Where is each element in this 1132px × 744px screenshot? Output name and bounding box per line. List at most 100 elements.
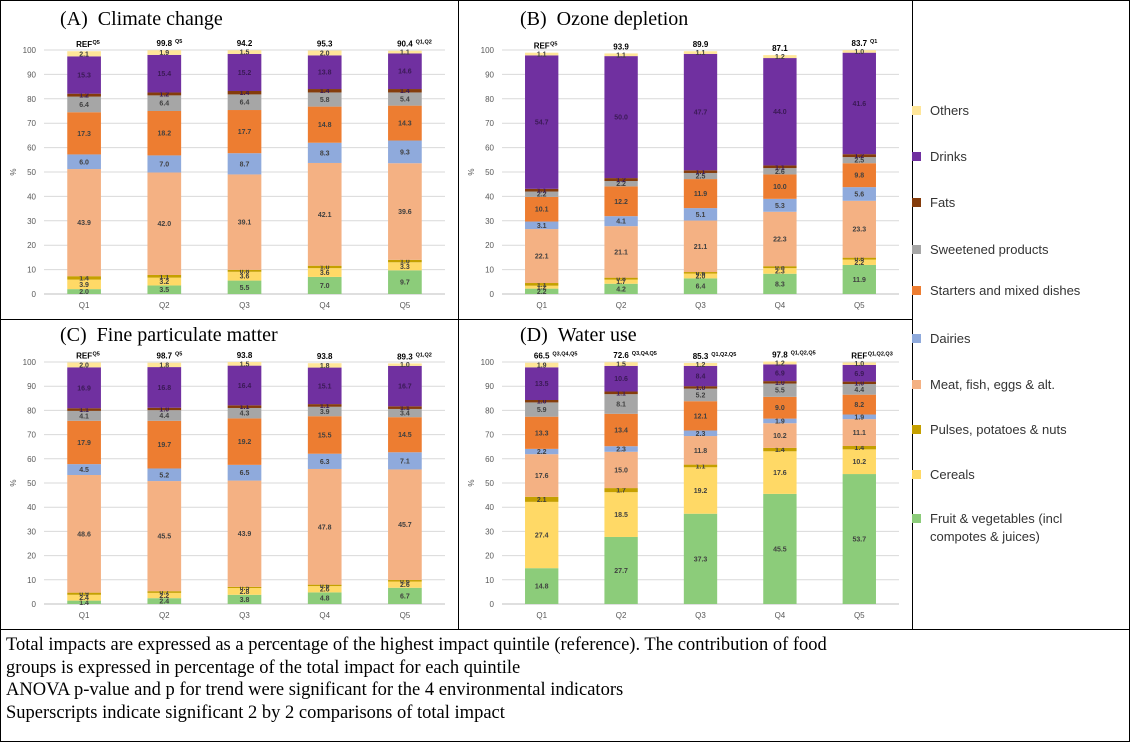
data-label: 2.3	[616, 446, 626, 453]
x-tick-label: Q4	[319, 301, 330, 310]
data-label: 0.8	[240, 268, 250, 275]
data-label: 22.1	[535, 254, 549, 261]
data-label: 2.6	[400, 582, 410, 589]
y-tick-label: 50	[485, 479, 494, 488]
total-label: 94.2	[237, 39, 253, 48]
y-tick-label: 60	[485, 144, 494, 153]
data-label: 15.2	[238, 70, 252, 77]
bar-segment-pulses-potatoes-nuts	[227, 586, 262, 589]
bar-segment-pulses-potatoes-nuts	[147, 591, 182, 593]
data-label: 6.4	[159, 101, 169, 108]
bar-segment-pulses-potatoes-nuts	[683, 464, 718, 468]
bar-segment-fruit-vegetables-incl-compotes-juices	[67, 289, 101, 294]
bar-segment-dairies	[388, 140, 422, 164]
total-label: 99.8	[157, 39, 173, 48]
bar-segment-dairies	[842, 187, 876, 201]
bar-segment-cereals	[227, 588, 262, 595]
total-superscript: Q1,Q2,Q5	[791, 351, 816, 357]
bar-segment-dairies	[67, 154, 101, 170]
bar-segment-fruit-vegetables-incl-compotes-juices	[683, 513, 718, 604]
bar-segment-others	[842, 362, 876, 365]
data-label: 18.5	[614, 512, 628, 519]
y-tick-label: 70	[27, 119, 36, 128]
data-label: 44.0	[773, 109, 787, 116]
bar-segment-starters-and-mixed-dishes	[525, 196, 559, 222]
bar-segment-fats	[227, 405, 262, 408]
data-label: 0.6	[400, 578, 410, 585]
bar-segment-drinks	[604, 56, 638, 179]
x-tick-label: Q3	[239, 301, 250, 310]
bar-segment-meat-fish-eggs-alt	[388, 469, 422, 581]
data-label: 19.7	[157, 442, 171, 449]
data-label: 6.9	[775, 370, 785, 377]
bar-segment-fruit-vegetables-incl-compotes-juices	[683, 278, 718, 294]
bar-segment-fruit-vegetables-incl-compotes-juices	[307, 592, 342, 604]
y-tick-label: 40	[27, 192, 36, 201]
legend-item-cereals: Cereals	[912, 466, 1110, 484]
data-label: 1.1	[696, 169, 706, 176]
panel-a-title: (A) Climate change	[60, 8, 223, 30]
bar-segment-fats	[683, 386, 718, 389]
total-label: 97.8	[772, 351, 788, 360]
y-tick-label: 90	[485, 382, 494, 391]
bar-segment-pulses-potatoes-nuts	[67, 276, 101, 280]
data-label: 17.9	[77, 440, 91, 447]
legend-item-others: Others	[912, 102, 1110, 120]
data-label: 8.1	[616, 401, 626, 408]
bar-segment-pulses-potatoes-nuts	[227, 269, 262, 272]
bar-segment-cereals	[388, 581, 422, 588]
bar-segment-starters-and-mixed-dishes	[683, 401, 718, 431]
data-label: 1.1	[537, 282, 547, 289]
bar-segment-dairies	[763, 198, 797, 212]
data-label: 2.2	[537, 192, 547, 199]
legend-item-sweetened-products: Sweetened products	[912, 241, 1110, 259]
y-tick-label: 30	[27, 217, 36, 226]
legend-label: Others	[930, 103, 970, 118]
caption-line-1: Total impacts are expressed as a percent…	[6, 635, 827, 655]
bar-segment-fats	[763, 381, 797, 384]
data-label: 17.6	[535, 473, 549, 480]
total-superscript: Q5	[550, 42, 557, 48]
bar-segment-others	[67, 51, 101, 57]
data-label: 0.6	[320, 583, 330, 590]
bar-segment-dairies	[683, 208, 718, 221]
data-label: 2.2	[537, 449, 547, 456]
bar-segment-starters-and-mixed-dishes	[763, 174, 797, 199]
bar-segment-starters-and-mixed-dishes	[307, 416, 342, 454]
data-label: 6.3	[320, 459, 330, 466]
data-label: 4.8	[320, 596, 330, 603]
data-label: 3.6	[320, 270, 330, 277]
bar-segment-starters-and-mixed-dishes	[388, 417, 422, 453]
total-label: 93.8	[237, 351, 253, 360]
total-superscript: Q1,Q2,Q5	[711, 352, 736, 358]
y-tick-label: 20	[27, 241, 36, 250]
legend-swatch	[912, 380, 921, 389]
total-label: 87.1	[772, 44, 788, 53]
bar-segment-fruit-vegetables-incl-compotes-juices	[525, 568, 559, 604]
caption: Total impacts are expressed as a percent…	[6, 634, 1126, 724]
bar-segment-meat-fish-eggs-alt	[683, 436, 718, 465]
y-tick-label: 0	[32, 290, 37, 299]
bar-segment-fruit-vegetables-incl-compotes-juices	[147, 285, 182, 294]
bar-segment-meat-fish-eggs-alt	[307, 162, 342, 266]
bar-segment-starters-and-mixed-dishes	[842, 163, 876, 188]
legend-label: Fats	[930, 195, 956, 210]
data-label: 4.4	[854, 387, 864, 394]
bar-segment-pulses-potatoes-nuts	[307, 584, 342, 587]
bar-segment-sweetened-products	[683, 388, 718, 402]
legend-label: Cereals	[930, 467, 975, 482]
bar-segment-others	[307, 363, 342, 368]
data-label: 1.4	[240, 90, 250, 97]
total-label: 95.3	[317, 39, 333, 48]
total-superscript: Q1	[870, 39, 877, 45]
total-label: 85.3	[693, 352, 709, 361]
bar-segment-others	[763, 55, 797, 59]
bar-segment-cereals	[683, 467, 718, 514]
data-label: 10.6	[614, 376, 628, 383]
bar-segment-cereals	[307, 268, 342, 277]
data-label: 2.2	[616, 181, 626, 188]
bar-segment-cereals	[388, 262, 422, 271]
bar-segment-sweetened-products	[842, 384, 876, 395]
total-superscript: Q1,Q2	[416, 352, 432, 358]
bar-segment-drinks	[67, 56, 101, 94]
